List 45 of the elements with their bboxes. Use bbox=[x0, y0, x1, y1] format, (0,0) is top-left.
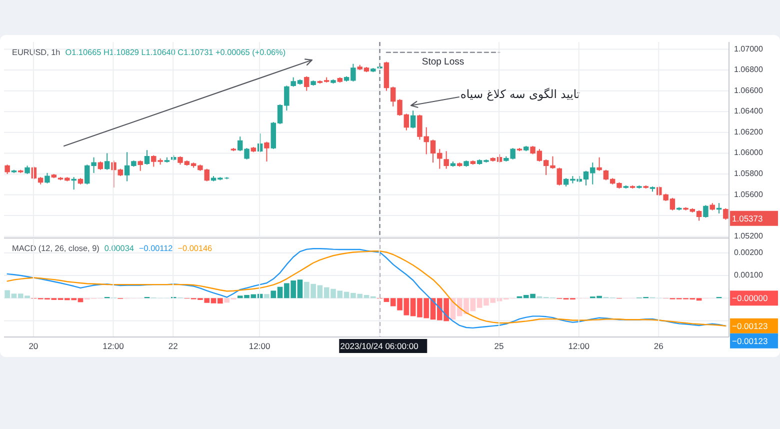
data-label: −0.00123 bbox=[732, 320, 768, 331]
candlestick bbox=[703, 204, 708, 218]
y-tick-label: 0.00100 bbox=[734, 270, 764, 280]
x-tick-label: 2023/10/24 06:00:00 bbox=[340, 341, 419, 351]
x-tick-label: 12:00 bbox=[568, 341, 590, 351]
text: EURUSD, 1h bbox=[12, 48, 61, 57]
candlestick bbox=[4, 164, 10, 174]
bar bbox=[264, 294, 270, 298]
candlestick bbox=[596, 156, 602, 172]
x-tick-label: 22 bbox=[168, 341, 178, 351]
y-tick-label: 0.00200 bbox=[734, 248, 764, 257]
text: MACD (12, 26, close, 9) bbox=[12, 244, 100, 253]
y-tick-label: 1.06400 bbox=[734, 106, 764, 116]
x-tick-label: 25 bbox=[494, 341, 504, 351]
text: 1.05373 bbox=[732, 213, 763, 224]
candlestick bbox=[444, 150, 449, 170]
y-tick-label: 1.06600 bbox=[734, 86, 764, 95]
candlestick bbox=[144, 150, 150, 166]
data-label: −0.00123 bbox=[732, 336, 768, 346]
x-tick-label: 20 bbox=[28, 341, 38, 351]
series-label: Stop Loss bbox=[422, 56, 464, 68]
candlestick bbox=[410, 110, 416, 129]
y-tick-label: 1.05600 bbox=[734, 190, 764, 199]
candlestick bbox=[104, 152, 110, 170]
x-tick-label: 12:00 bbox=[248, 341, 270, 351]
y-tick-label: 1.05800 bbox=[734, 168, 764, 178]
text: −0.00000 bbox=[732, 293, 768, 304]
y-tick-label: 1.06800 bbox=[734, 65, 764, 74]
candlestick bbox=[304, 76, 310, 92]
candlestick bbox=[44, 172, 50, 184]
y-tick-label: 1.05200 bbox=[734, 231, 764, 240]
candlestick bbox=[71, 176, 76, 190]
text: −0.00112 bbox=[138, 244, 174, 253]
candlestick bbox=[138, 160, 143, 172]
annotation: تایید الگوی سه کلاغ سیاه bbox=[460, 87, 580, 101]
text: −0.00146 bbox=[178, 244, 213, 253]
x-tick-label: 26 bbox=[654, 341, 664, 351]
candlestick bbox=[264, 141, 270, 162]
y-tick-label: 1.06000 bbox=[734, 148, 764, 158]
text: 0.00034 bbox=[104, 244, 134, 253]
y-tick-label: 1.07000 bbox=[734, 44, 764, 54]
y-tick-label: 1.06200 bbox=[734, 127, 764, 136]
candlestick bbox=[556, 167, 562, 186]
text: O1.10665 H1.10829 L1.10640 C1.10731 +0.00065 (+0.06%) bbox=[65, 48, 286, 57]
x-tick-label: 12:00 bbox=[102, 341, 124, 351]
